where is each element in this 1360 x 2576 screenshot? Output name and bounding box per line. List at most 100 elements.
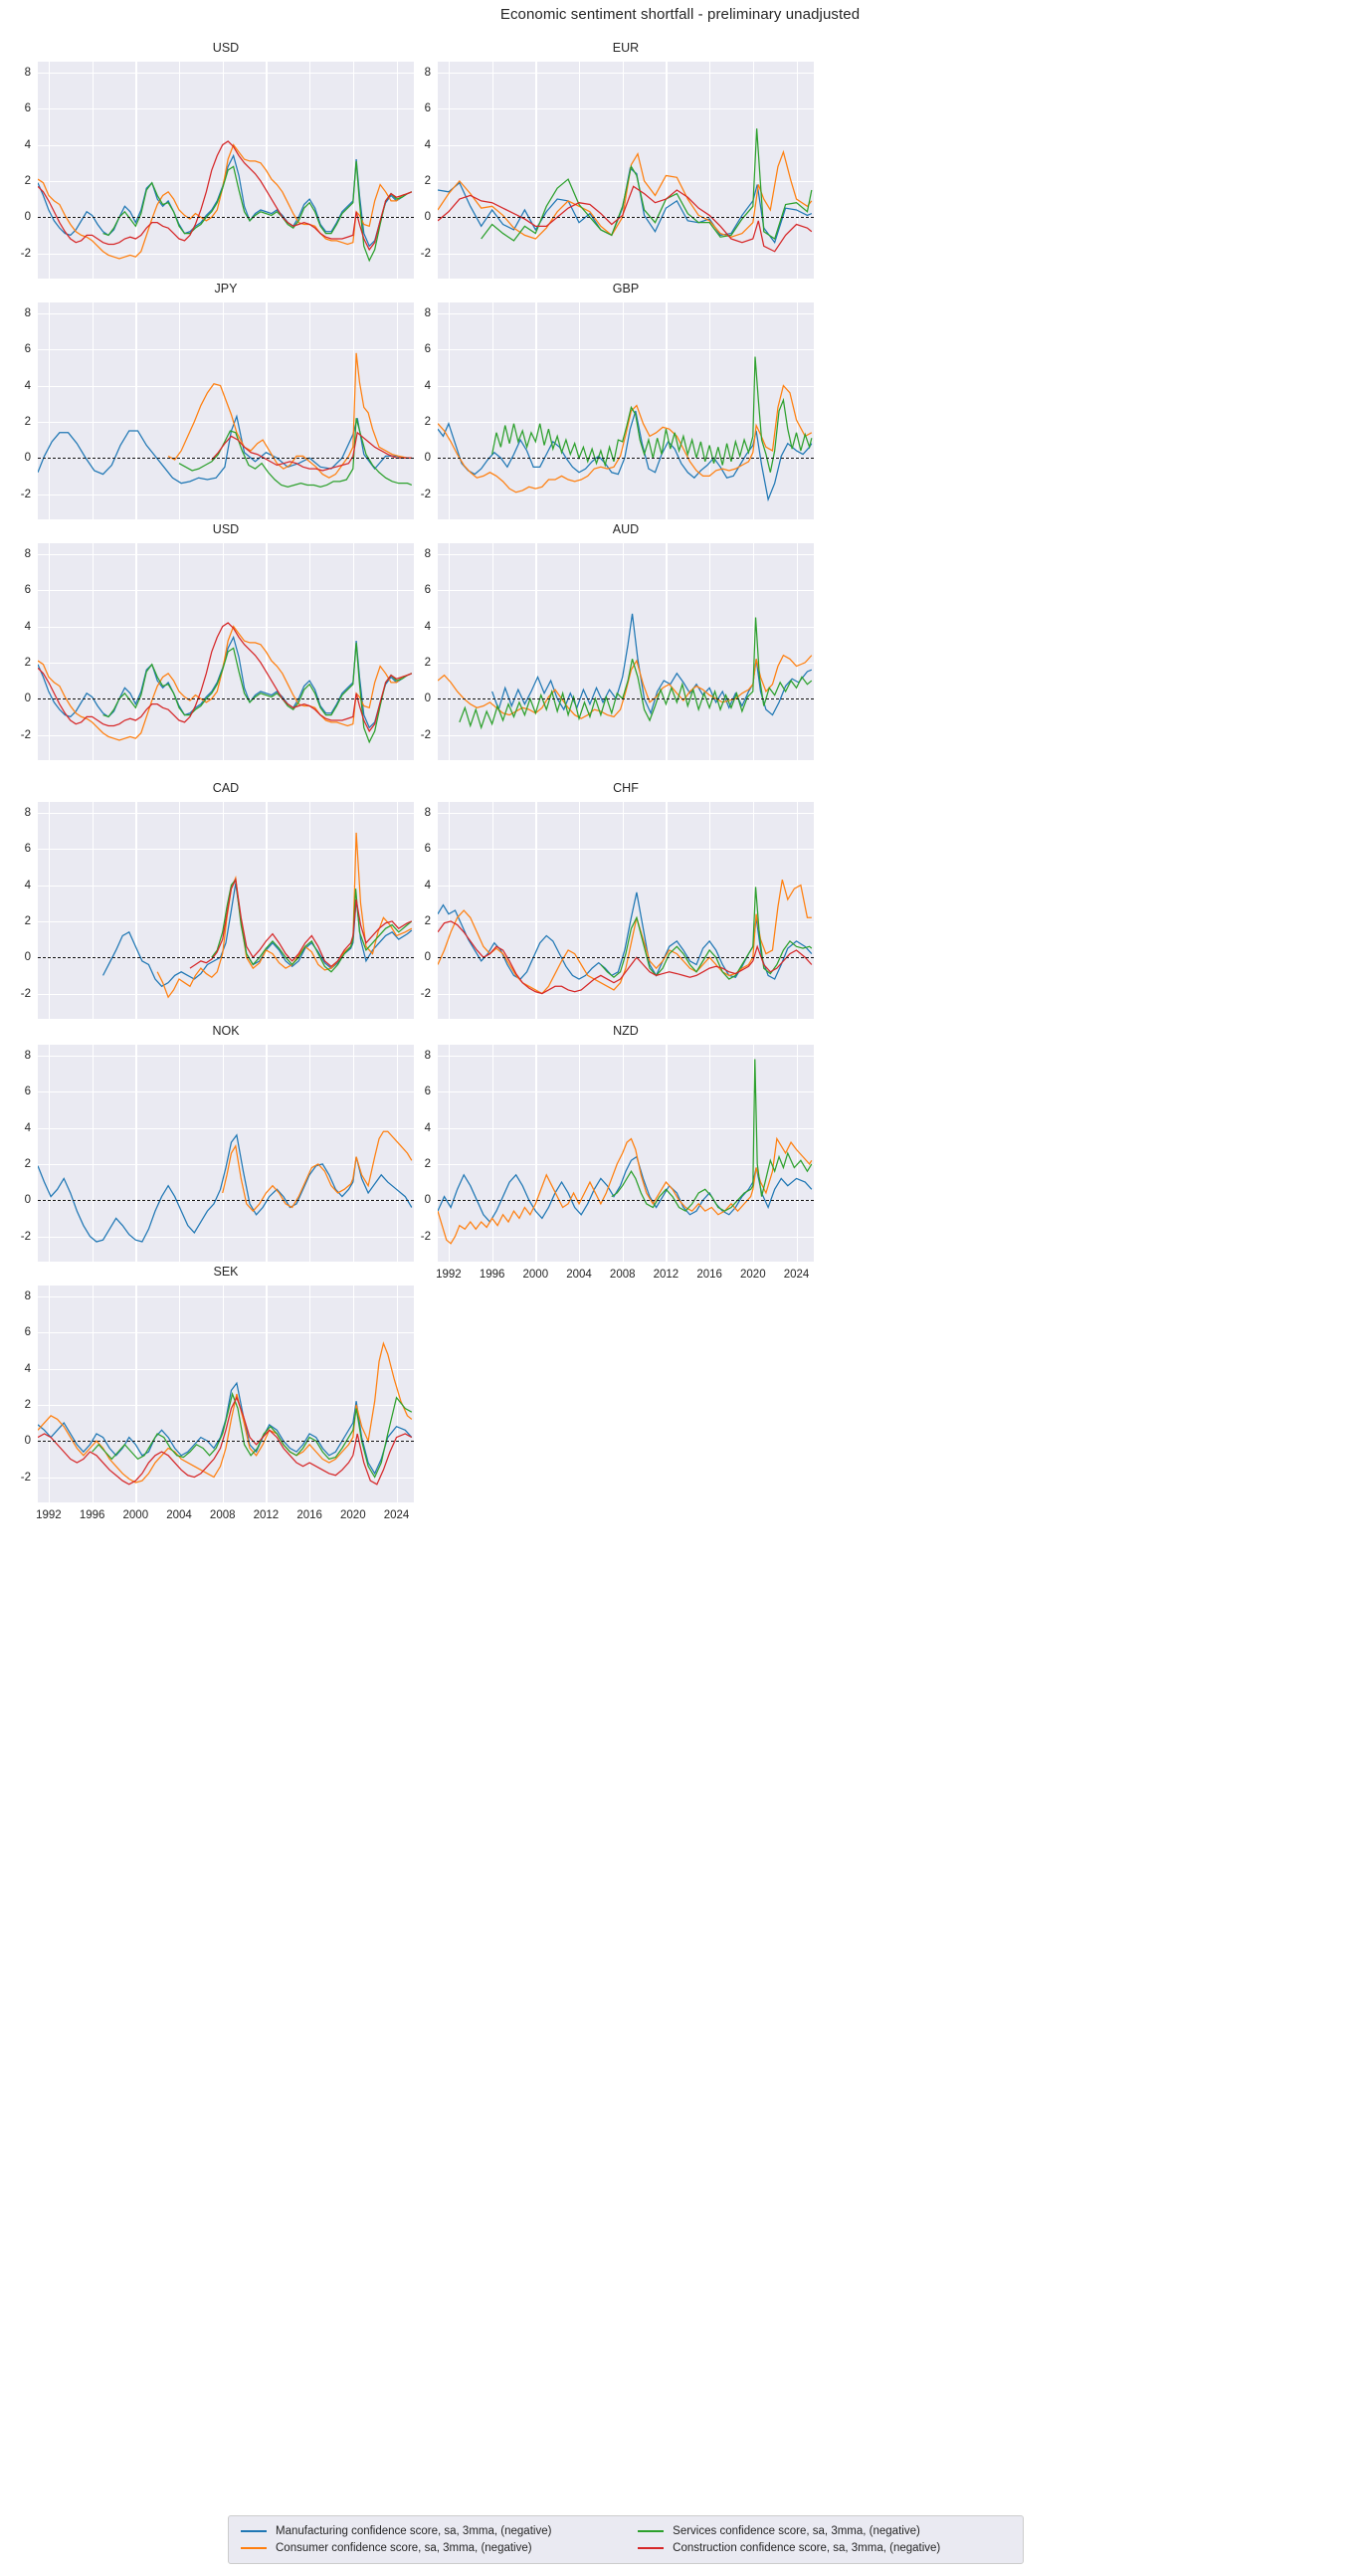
gridline-horizontal bbox=[38, 590, 414, 592]
gridline-vertical bbox=[709, 543, 711, 760]
y-axis-tick-label: 8 bbox=[424, 806, 431, 819]
gridline-vertical bbox=[48, 1286, 51, 1502]
y-axis-tick-label: 4 bbox=[424, 1121, 431, 1134]
gridline-vertical bbox=[622, 543, 624, 760]
x-axis-tick-label: 2016 bbox=[296, 1509, 322, 1521]
x-axis-tick-label: 2020 bbox=[340, 1509, 366, 1521]
subplot-title: CAD bbox=[212, 781, 240, 795]
gridline-vertical bbox=[222, 302, 224, 519]
y-axis-tick-label: 0 bbox=[424, 452, 431, 465]
gridline-horizontal bbox=[438, 253, 814, 255]
gridline-vertical bbox=[491, 543, 493, 760]
gridline-horizontal bbox=[38, 108, 414, 110]
gridline-horizontal bbox=[438, 144, 814, 146]
subplot-title: CHF bbox=[613, 781, 639, 795]
legend-label: Services confidence score, sa, 3mma, (ne… bbox=[673, 2525, 920, 2537]
gridline-vertical bbox=[179, 1045, 181, 1262]
zero-reference-line bbox=[38, 458, 414, 460]
gridline-horizontal bbox=[38, 849, 414, 851]
gridline-horizontal bbox=[38, 72, 414, 75]
gridline-vertical bbox=[448, 302, 451, 519]
gridline-horizontal bbox=[38, 1055, 414, 1058]
series-line-services bbox=[492, 357, 812, 473]
gridline-vertical bbox=[309, 62, 311, 279]
gridline-horizontal bbox=[438, 1163, 814, 1166]
legend-item[interactable]: Services confidence score, sa, 3mma, (ne… bbox=[638, 2525, 1009, 2537]
y-axis-tick-label: -2 bbox=[20, 1230, 31, 1243]
x-axis-tick-label: 2000 bbox=[122, 1509, 149, 1521]
y-axis-tick-label: 2 bbox=[424, 656, 431, 669]
gridline-vertical bbox=[396, 62, 398, 279]
gridline-vertical bbox=[579, 802, 581, 1019]
zero-reference-line bbox=[438, 957, 814, 959]
gridline-vertical bbox=[396, 1286, 398, 1502]
gridline-vertical bbox=[179, 543, 181, 760]
series-lines bbox=[38, 1286, 414, 1502]
gridline-vertical bbox=[92, 543, 94, 760]
legend-item[interactable]: Consumer confidence score, sa, 3mma, (ne… bbox=[241, 2542, 620, 2554]
y-axis-tick-label: -2 bbox=[420, 728, 431, 741]
gridline-horizontal bbox=[438, 734, 814, 736]
series-line-construction bbox=[38, 141, 412, 250]
series-lines bbox=[38, 1045, 414, 1262]
legend-item[interactable]: Manufacturing confidence score, sa, 3mma… bbox=[241, 2525, 620, 2537]
gridline-vertical bbox=[535, 802, 537, 1019]
gridline-horizontal bbox=[38, 1127, 414, 1129]
gridline-vertical bbox=[666, 543, 668, 760]
plot-area bbox=[38, 1045, 414, 1262]
x-axis-tick-label: 2016 bbox=[696, 1269, 722, 1281]
x-axis-tick-label: 1992 bbox=[36, 1509, 62, 1521]
series-line-manufacturing bbox=[492, 614, 812, 715]
gridline-vertical bbox=[352, 62, 354, 279]
y-axis-tick-label: 6 bbox=[24, 843, 31, 856]
series-lines bbox=[438, 802, 814, 1019]
subplot-title: EUR bbox=[612, 41, 640, 55]
y-axis-tick-label: 0 bbox=[424, 693, 431, 705]
gridline-vertical bbox=[491, 62, 493, 279]
gridline-horizontal bbox=[38, 312, 414, 315]
subplot-aud-2-1: AUD -2 0 2 4 6 8 bbox=[421, 522, 814, 760]
series-line-manufacturing bbox=[103, 884, 412, 987]
gridline-vertical bbox=[92, 802, 94, 1019]
gridline-vertical bbox=[579, 302, 581, 519]
subplot-nok-4-0: NOK -2 0 2 4 6 8 bbox=[21, 1024, 414, 1262]
y-axis-tick-label: 6 bbox=[24, 102, 31, 115]
y-axis-tick-label: 4 bbox=[24, 1362, 31, 1375]
gridline-vertical bbox=[535, 1045, 537, 1262]
subplot-gbp-1-1: GBP -2 0 2 4 6 8 bbox=[421, 282, 814, 519]
gridline-vertical bbox=[309, 1045, 311, 1262]
plot-area bbox=[438, 1045, 814, 1262]
gridline-horizontal bbox=[38, 144, 414, 146]
y-axis-tick-label: 0 bbox=[424, 1194, 431, 1207]
gridline-vertical bbox=[48, 802, 51, 1019]
gridline-vertical bbox=[179, 1286, 181, 1502]
gridline-vertical bbox=[352, 543, 354, 760]
series-line-consumer bbox=[438, 1138, 812, 1243]
gridline-horizontal bbox=[38, 349, 414, 351]
gridline-vertical bbox=[796, 802, 798, 1019]
plot-area bbox=[438, 62, 814, 279]
y-axis-tick-label: 8 bbox=[24, 66, 31, 79]
legend-item[interactable]: Construction confidence score, sa, 3mma,… bbox=[638, 2542, 1009, 2554]
series-line-manufacturing bbox=[438, 892, 812, 979]
gridline-vertical bbox=[266, 1045, 268, 1262]
gridline-horizontal bbox=[38, 385, 414, 387]
gridline-horizontal bbox=[438, 1127, 814, 1129]
y-axis-tick-label: 2 bbox=[424, 1157, 431, 1170]
gridline-horizontal bbox=[438, 72, 814, 75]
gridline-vertical bbox=[309, 802, 311, 1019]
gridline-vertical bbox=[135, 543, 137, 760]
gridline-vertical bbox=[796, 1045, 798, 1262]
gridline-horizontal bbox=[38, 553, 414, 556]
y-axis-tick-label: -2 bbox=[420, 1230, 431, 1243]
gridline-vertical bbox=[309, 1286, 311, 1502]
plot-area bbox=[38, 543, 414, 760]
gridline-vertical bbox=[266, 802, 268, 1019]
gridline-horizontal bbox=[38, 1368, 414, 1370]
y-axis-tick-label: 6 bbox=[424, 584, 431, 597]
legend-label: Manufacturing confidence score, sa, 3mma… bbox=[276, 2525, 552, 2537]
y-axis-tick-label: -2 bbox=[20, 247, 31, 260]
zero-reference-line bbox=[38, 217, 414, 219]
series-line-construction bbox=[190, 880, 412, 968]
legend-line-swatch-icon bbox=[241, 2530, 267, 2532]
